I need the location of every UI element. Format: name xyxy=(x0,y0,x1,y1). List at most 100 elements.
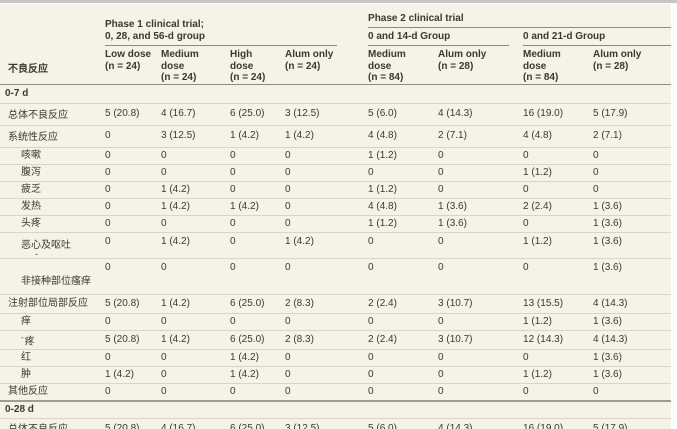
table-cell: 0 xyxy=(430,384,516,401)
row-label: 系统性反应 xyxy=(8,131,58,143)
column-gap xyxy=(337,259,361,295)
column-n: (n = 24) xyxy=(230,72,266,83)
row-label: 肿 xyxy=(21,368,31,380)
table-cell: 0 xyxy=(430,350,516,367)
table-cell: 3 (12.5) xyxy=(153,126,222,148)
table-cell: 0 xyxy=(222,148,277,165)
section-label: 0-28 d xyxy=(0,400,672,419)
column-header: Low dose (n = 24) xyxy=(97,46,153,85)
table-cell: 0 xyxy=(515,384,586,401)
table-cell: 5 (20.8) xyxy=(97,295,153,314)
table-cell: 0 xyxy=(153,165,222,182)
row-label: 腹泻 xyxy=(21,166,41,178)
table-cell: 2 (2.4) xyxy=(360,331,431,350)
table-cell: 1 (1.2) xyxy=(515,314,586,331)
row-label: 痒 xyxy=(21,315,31,327)
table-cell: 0 xyxy=(515,216,586,233)
table-cell: 0 xyxy=(430,148,516,165)
table-cell: 1 (1.2) xyxy=(360,216,431,233)
row-label: 注射部位局部反应 xyxy=(8,297,88,309)
column-n: (n = 84) xyxy=(523,72,559,83)
phase1-group-header: Phase 1 clinical trial; 0, 28, and 56-d … xyxy=(97,4,338,46)
table-cell: 1 (1.2) xyxy=(515,233,586,259)
row-label-cell: 注射部位局部反应 xyxy=(0,295,97,314)
table-cell: 0 xyxy=(277,165,338,182)
table-cell: 0 xyxy=(430,182,516,199)
row-label-cell: 肿 xyxy=(0,367,97,384)
table-cell: 0 xyxy=(277,259,338,295)
column-gap xyxy=(337,4,360,46)
table-cell: 0 xyxy=(360,165,431,182)
table-cell: 0 xyxy=(277,314,338,331)
table-cell: 0 xyxy=(222,233,277,259)
table-cell: 16 (19.0) xyxy=(515,419,585,429)
column-gap xyxy=(337,216,361,233)
table-cell: 0 xyxy=(360,367,431,384)
table-row: -疼 5 (20.8) 1 (4.2) 6 (25.0) 2 (8.3) 2 (… xyxy=(0,331,672,350)
adverse-reactions-table: 不良反应 Phase 1 clinical trial; 0, 28, and … xyxy=(0,4,672,429)
column-dose: Medium dose xyxy=(161,49,199,72)
column-header: Alum only (n = 28) xyxy=(585,46,672,85)
table-cell: 0 xyxy=(153,148,222,165)
table-cell: 1 (3.6) xyxy=(585,216,672,233)
row-label-header: 不良反应 xyxy=(0,4,97,85)
row-label-cell: 咳嗽 xyxy=(0,148,97,165)
column-gap xyxy=(337,148,361,165)
row-label: 疼 xyxy=(24,335,35,347)
column-gap xyxy=(337,126,361,148)
group-0-21d-header: 0 and 21-d Group xyxy=(515,28,672,46)
table-body: 0-7 d 总体不良反应 5 (20.8) 4 (16.7) 6 (25.0) … xyxy=(0,85,672,429)
table-cell: 1 (1.2) xyxy=(515,165,586,182)
phase2-group-header: Phase 2 clinical trial xyxy=(360,4,672,28)
group-0-14d-label: 0 and 14-d Group xyxy=(368,31,510,46)
table-cell: 5 (17.9) xyxy=(585,104,672,126)
table-cell: 0 xyxy=(277,384,338,401)
table-cell: 4 (14.3) xyxy=(585,295,672,314)
column-n: (n = 28) xyxy=(593,60,629,72)
table-cell: 3 (12.5) xyxy=(277,104,338,126)
table-cell: 0 xyxy=(515,148,586,165)
table-cell: 0 xyxy=(360,259,431,295)
column-gap xyxy=(337,104,361,126)
phase2-title: Phase 2 clinical trial xyxy=(368,13,672,28)
table-cell: 0 xyxy=(515,182,586,199)
row-label-cell: 总体不良反应 xyxy=(0,419,97,429)
table-cell: 0 xyxy=(222,384,277,401)
column-gap xyxy=(337,419,360,429)
table-cell: 5 (6.0) xyxy=(360,104,431,126)
table-cell: 1 (4.2) xyxy=(277,233,338,259)
table-cell: 5 (6.0) xyxy=(360,419,430,429)
table-cell: 0 xyxy=(360,233,431,259)
table-cell: 0 xyxy=(360,350,431,367)
table-cell: 0 xyxy=(153,216,222,233)
table-cell: 3 (10.7) xyxy=(430,331,516,350)
table-cell: 4 (14.3) xyxy=(585,331,672,350)
table-cell: 0 xyxy=(277,182,338,199)
table-cell: 0 xyxy=(97,199,153,216)
table-cell: 4 (16.7) xyxy=(153,104,222,126)
table-cell: 1 (4.2) xyxy=(153,182,222,199)
phase1-title: Phase 1 clinical trial; xyxy=(105,19,204,30)
table-cell: 3 (12.5) xyxy=(277,419,337,429)
column-gap xyxy=(337,314,361,331)
table-cell: 0 xyxy=(430,314,516,331)
row-label-cell: 非接种部位瘙痒 xyxy=(0,259,97,295)
table-row: 系统性反应 0 3 (12.5) 1 (4.2) 1 (4.2) 4 (4.8)… xyxy=(0,126,672,148)
table-row: 红 0 0 1 (4.2) 0 0 0 0 1 (3.6) xyxy=(0,350,672,367)
section-row: 0-7 d xyxy=(0,85,672,104)
table-cell: 0 xyxy=(97,182,153,199)
table-row: 恶心及呕吐 - 0 1 (4.2) 0 1 (4.2) 0 0 1 (1.2) 1… xyxy=(0,233,672,259)
row-label-cell: 发热 xyxy=(0,199,97,216)
column-n: (n = 24) xyxy=(285,60,321,72)
row-label-cell: 其他反应 xyxy=(0,384,97,401)
column-header: Medium dose (n = 84) xyxy=(360,46,431,85)
table-cell: 1 (4.2) xyxy=(277,126,338,148)
table-cell: 5 (17.9) xyxy=(585,419,671,429)
row-label: 总体不良反应 xyxy=(8,109,68,121)
table-cell: 0 xyxy=(153,259,222,295)
table-cell: 0 xyxy=(97,148,153,165)
table-cell: 2 (8.3) xyxy=(277,331,338,350)
table-cell: 0 xyxy=(585,165,672,182)
table-cell: 5 (20.8) xyxy=(97,419,153,429)
